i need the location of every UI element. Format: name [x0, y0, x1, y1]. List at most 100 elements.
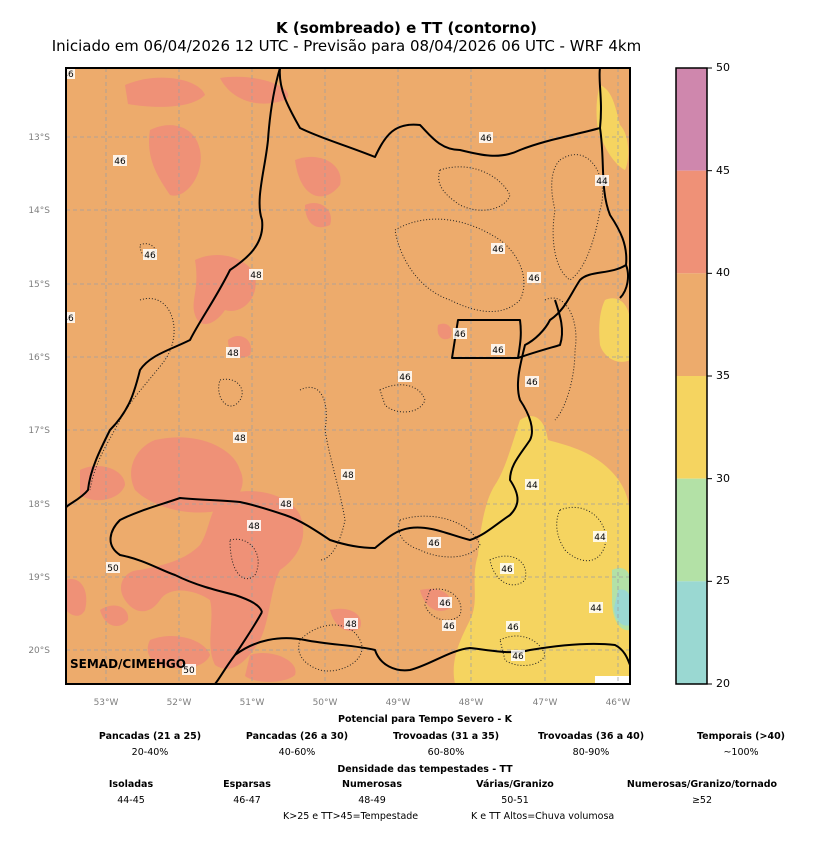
contour-label-bg: [593, 531, 607, 542]
lon-label: 52°W: [167, 698, 192, 708]
colorbar-tick-label: 25: [716, 574, 730, 588]
contour-label: 46: [507, 623, 519, 633]
contour-label: 50: [107, 564, 119, 574]
legend-note-rain: K e TT Altos=Chuva volumosa: [471, 811, 615, 822]
legend-category-value: 60-80%: [427, 747, 465, 758]
contour-label: 46: [526, 378, 538, 388]
colorbar-tick-label: 35: [716, 369, 730, 382]
legend-category-name: Temporais (>40): [696, 731, 786, 742]
legend-category-name: Várias/Granizo: [476, 779, 554, 790]
contour-label-bg: [442, 620, 456, 631]
contour-label-bg: [491, 243, 505, 254]
lon-label: 47°W: [533, 698, 558, 708]
contour-label: 44: [596, 177, 608, 187]
legend-category-name: Pancadas (26 a 30): [245, 731, 349, 742]
map-gridlines: [66, 68, 630, 684]
lon-label: 46°W: [606, 698, 631, 708]
contour-label-bg: [143, 249, 157, 260]
contour-label: 46: [528, 274, 540, 284]
contour-label-bg: [233, 432, 247, 443]
legend-category-value: 80-90%: [572, 747, 610, 758]
contour-label: 44: [594, 533, 606, 543]
tt-contours: [89, 154, 607, 672]
credit-label: SEMAD/CIMEHGO: [70, 657, 186, 671]
contour-label: 46: [454, 330, 466, 340]
lat-label: 14°S: [28, 206, 50, 216]
lon-label: 50°W: [313, 698, 338, 708]
contour-label-bg: [66, 68, 75, 79]
colorbar-tick-label: 40: [716, 266, 730, 280]
legend-category-name: Isoladas: [108, 779, 154, 790]
legend-tt-title: Densidade das tempestades - TT: [337, 764, 513, 775]
contour-label: 46: [492, 346, 504, 356]
contour-label-bg: [506, 621, 520, 632]
lat-label: 17°S: [28, 426, 50, 436]
colorbar-segment: [676, 376, 707, 479]
contour-label: 48: [250, 271, 262, 281]
colorbar-tick-label: 30: [716, 471, 730, 485]
contour-label-bg: [595, 175, 609, 186]
contour-label-bg: [106, 562, 120, 573]
contour-label: 46: [62, 70, 74, 80]
contour-label: 46: [62, 314, 74, 324]
legend-category-value: ≥52: [691, 795, 713, 806]
lon-label: 51°W: [240, 698, 265, 708]
lat-label: 18°S: [28, 500, 50, 510]
contour-label-bg: [438, 597, 452, 608]
legend-category-name: Numerosas/Granizo/tornado: [626, 779, 778, 790]
lon-label: 48°W: [459, 698, 484, 708]
lat-label: 15°S: [28, 280, 50, 290]
contour-label-bg: [453, 328, 467, 339]
map-area: 46 46 46 44 46 48 46 46 48 46 46 46 48 48 46 44 48 48 46 44…: [62, 68, 630, 684]
no-data-area: [595, 676, 630, 684]
contour-label: 48: [345, 620, 357, 630]
contour-label: 46: [501, 565, 513, 575]
contour-label: 48: [342, 471, 354, 481]
latitude-labels: 13°S 14°S 15°S 16°S 17°S 18°S 19°S 20°S: [28, 133, 50, 656]
contour-label: 46: [480, 134, 492, 144]
contour-label: 48: [234, 434, 246, 444]
contour-label: 46: [443, 622, 455, 632]
k-shading-30-35: [453, 85, 630, 684]
legend-category-name: Pancadas (21 a 25): [98, 731, 202, 742]
contour-label: 46: [144, 251, 156, 261]
colorbar-tick-label: 20: [716, 677, 730, 690]
contour-label: 46: [428, 539, 440, 549]
contour-label-bg: [226, 347, 240, 358]
contour-label: 46: [399, 373, 411, 383]
lon-label: 49°W: [386, 698, 411, 708]
map-subtitle: Iniciado em 06/04/2026 12 UTC - Previsão…: [51, 37, 642, 55]
map-title: K (sombreado) e TT (contorno): [276, 19, 537, 37]
legend-category-value: ~100%: [723, 747, 759, 758]
lat-label: 13°S: [28, 133, 50, 143]
contour-label: 44: [590, 604, 602, 614]
contour-label: 48: [280, 500, 292, 510]
longitude-labels: 53°W 52°W 51°W 50°W 49°W 48°W 47°W 46°W: [94, 698, 631, 708]
legend-category-value: 44-45: [117, 795, 145, 806]
legend-category-name: Esparsas: [223, 779, 271, 790]
colorbar: [675, 67, 712, 685]
contour-label-bg: [589, 602, 603, 613]
colorbar-segment: [676, 68, 707, 171]
contour-label-bg: [479, 132, 493, 143]
contour-label-bg: [525, 479, 539, 490]
colorbar-segment: [676, 581, 707, 684]
contour-label-bg: [427, 537, 441, 548]
k-shading-40-45: [66, 76, 452, 682]
lat-label: 19°S: [28, 573, 50, 583]
contour-label: 48: [248, 522, 260, 532]
contour-label-bg: [66, 312, 75, 323]
contour-label-bg: [511, 650, 525, 661]
contour-label: 48: [227, 349, 239, 359]
contour-label-bg: [249, 269, 263, 280]
lat-label: 20°S: [28, 646, 50, 656]
colorbar-segment: [676, 170, 707, 274]
legend-k-title: Potencial para Tempo Severo - K: [338, 714, 512, 725]
contour-label-bg: [491, 344, 505, 355]
legend-category-value: 40-60%: [278, 747, 316, 758]
colorbar-segment: [676, 273, 707, 376]
legend-category-name: Trovoadas (36 a 40): [537, 731, 645, 742]
legend-category-value: 50-51: [501, 795, 529, 806]
contour-label-bg: [341, 469, 355, 480]
